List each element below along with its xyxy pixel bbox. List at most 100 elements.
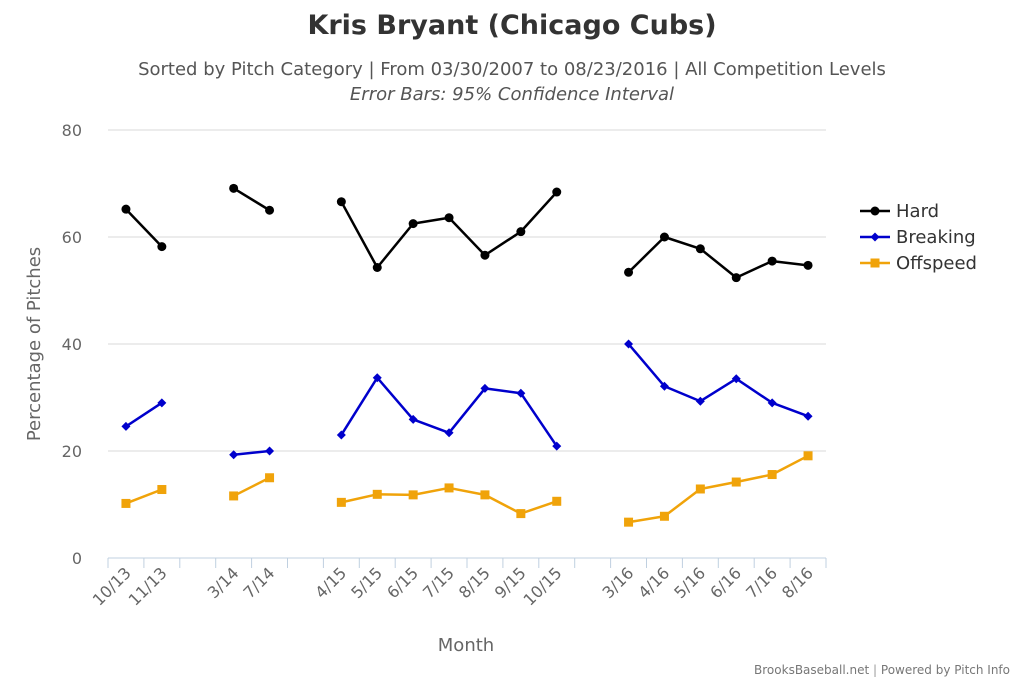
legend[interactable]: Hard Breaking Offspeed <box>860 201 977 274</box>
x-tick-label: 10/15 <box>520 563 566 609</box>
offspeed-point[interactable] <box>803 451 813 461</box>
legend-label: Offspeed <box>896 253 977 274</box>
breaking-point[interactable] <box>121 421 131 431</box>
hard-line <box>125 208 163 248</box>
hard-line <box>232 187 271 212</box>
offspeed-point[interactable] <box>265 473 275 483</box>
hard-point[interactable] <box>265 205 275 215</box>
y-tick-label: 40 <box>62 335 82 354</box>
x-tick-label: 6/15 <box>383 563 422 602</box>
x-tick-label: 7/15 <box>419 563 458 602</box>
hard-point[interactable] <box>767 256 777 266</box>
chart-title: Kris Bryant (Chicago Cubs) <box>307 10 717 41</box>
offspeed-point[interactable] <box>372 489 382 499</box>
breaking-point[interactable] <box>516 388 526 398</box>
y-tick-label: 80 <box>62 121 82 140</box>
breaking-point[interactable] <box>552 441 562 451</box>
breaking-point[interactable] <box>229 450 239 460</box>
offspeed-point[interactable] <box>157 485 167 495</box>
breaking-point[interactable] <box>731 374 741 384</box>
offspeed-point[interactable] <box>408 490 418 500</box>
series-layer <box>121 183 813 527</box>
hard-point[interactable] <box>659 232 669 242</box>
offspeed-point[interactable] <box>336 497 346 507</box>
offspeed-line <box>628 454 809 524</box>
offspeed-point[interactable] <box>552 496 562 506</box>
hard-point[interactable] <box>731 273 741 283</box>
offspeed-line <box>233 476 271 498</box>
chart-subtitle-error-bars: Error Bars: 95% Confidence Interval <box>349 84 675 105</box>
x-tick-label: 6/16 <box>706 563 745 602</box>
hard-point[interactable] <box>336 197 346 207</box>
hard-point[interactable] <box>624 267 634 277</box>
legend-label: Breaking <box>896 227 976 248</box>
hard-point[interactable] <box>229 183 239 193</box>
breaking-point[interactable] <box>444 428 454 438</box>
series-offspeed <box>121 451 813 527</box>
y-tick-label: 0 <box>72 549 82 568</box>
hard-point[interactable] <box>372 262 382 272</box>
legend-item-breaking[interactable]: Breaking <box>860 227 976 248</box>
breaking-line <box>233 449 270 456</box>
offspeed-line <box>125 488 163 505</box>
hard-point[interactable] <box>516 227 526 237</box>
x-tick-label: 4/15 <box>311 563 350 602</box>
x-tick-label: 7/14 <box>240 563 279 602</box>
breaking-point[interactable] <box>767 398 777 408</box>
x-tick-label: 8/16 <box>778 563 817 602</box>
breaking-line <box>125 401 163 428</box>
breaking-line <box>627 343 809 418</box>
y-axis-label: Percentage of Pitches <box>24 247 45 441</box>
offspeed-point[interactable] <box>121 498 131 508</box>
legend-marker[interactable] <box>870 206 880 216</box>
y-tick-label: 20 <box>62 442 82 461</box>
series-hard <box>121 183 813 283</box>
hard-point[interactable] <box>408 219 418 229</box>
breaking-point[interactable] <box>659 381 669 391</box>
breaking-point[interactable] <box>157 398 167 408</box>
x-tick-label: 7/16 <box>742 563 781 602</box>
offspeed-point[interactable] <box>731 477 741 487</box>
offspeed-point[interactable] <box>516 509 526 519</box>
hard-line <box>627 235 809 279</box>
x-tick-label: 4/16 <box>634 563 673 602</box>
offspeed-point[interactable] <box>659 511 669 521</box>
hard-point[interactable] <box>552 187 562 197</box>
chart-subtitle: Sorted by Pitch Category | From 03/30/20… <box>138 59 886 80</box>
breaking-point[interactable] <box>336 430 346 440</box>
legend-marker[interactable] <box>870 232 880 242</box>
offspeed-point[interactable] <box>229 491 239 501</box>
breaking-point[interactable] <box>695 396 705 406</box>
hard-point[interactable] <box>157 242 167 252</box>
footer-credits: BrooksBaseball.net | Powered by Pitch In… <box>754 663 1010 677</box>
breaking-point[interactable] <box>372 373 382 383</box>
offspeed-point[interactable] <box>624 517 634 527</box>
offspeed-point[interactable] <box>695 484 705 494</box>
x-tick-label: 8/15 <box>455 563 494 602</box>
offspeed-point[interactable] <box>767 470 777 480</box>
legend-item-hard[interactable]: Hard <box>860 201 939 222</box>
offspeed-point[interactable] <box>444 483 454 493</box>
x-tick-label: 11/13 <box>125 563 171 609</box>
breaking-point[interactable] <box>480 383 490 393</box>
breaking-point[interactable] <box>265 446 275 456</box>
x-axis-label: Month <box>438 635 494 656</box>
legend-label: Hard <box>896 201 939 222</box>
legend-item-offspeed[interactable]: Offspeed <box>860 253 977 274</box>
footer-separator: | <box>873 663 878 677</box>
hard-point[interactable] <box>480 250 490 260</box>
hard-point[interactable] <box>803 260 813 270</box>
hard-point[interactable] <box>695 244 705 254</box>
hard-point[interactable] <box>444 213 454 223</box>
offspeed-point[interactable] <box>480 490 490 500</box>
breaking-point[interactable] <box>624 339 634 349</box>
legend-marker[interactable] <box>870 258 880 268</box>
breaking-point[interactable] <box>803 411 813 421</box>
footer-source[interactable]: BrooksBaseball.net <box>754 663 870 677</box>
y-tick-label: 60 <box>62 228 82 247</box>
breaking-point[interactable] <box>408 414 418 424</box>
hard-point[interactable] <box>121 204 131 214</box>
footer-powered[interactable]: Powered by Pitch Info <box>880 663 1010 677</box>
